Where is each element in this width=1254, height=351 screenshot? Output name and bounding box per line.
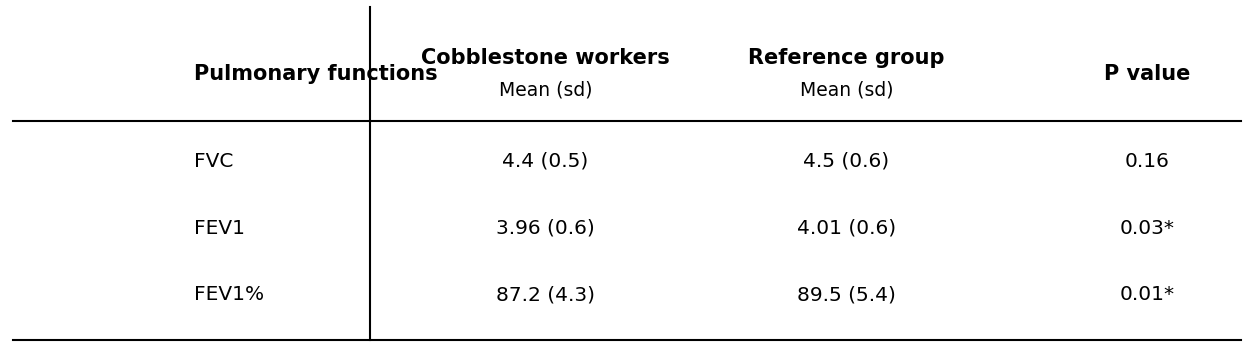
Text: 89.5 (5.4): 89.5 (5.4) bbox=[798, 285, 895, 304]
Text: 87.2 (4.3): 87.2 (4.3) bbox=[497, 285, 594, 304]
Text: Reference group: Reference group bbox=[749, 48, 944, 68]
Text: FEV1: FEV1 bbox=[194, 219, 246, 238]
Text: 0.03*: 0.03* bbox=[1120, 219, 1175, 238]
Text: 0.16: 0.16 bbox=[1125, 152, 1170, 171]
Text: Pulmonary functions: Pulmonary functions bbox=[194, 64, 438, 84]
Text: 4.5 (0.6): 4.5 (0.6) bbox=[804, 152, 889, 171]
Text: 4.01 (0.6): 4.01 (0.6) bbox=[796, 219, 897, 238]
Text: FVC: FVC bbox=[194, 152, 233, 171]
Text: Mean (sd): Mean (sd) bbox=[499, 80, 592, 99]
Text: P value: P value bbox=[1105, 64, 1190, 84]
Text: 3.96 (0.6): 3.96 (0.6) bbox=[497, 219, 594, 238]
Text: Mean (sd): Mean (sd) bbox=[800, 80, 893, 99]
Text: 0.01*: 0.01* bbox=[1120, 285, 1175, 304]
Text: FEV1%: FEV1% bbox=[194, 285, 265, 304]
Text: 4.4 (0.5): 4.4 (0.5) bbox=[503, 152, 588, 171]
Text: Cobblestone workers: Cobblestone workers bbox=[421, 48, 670, 68]
